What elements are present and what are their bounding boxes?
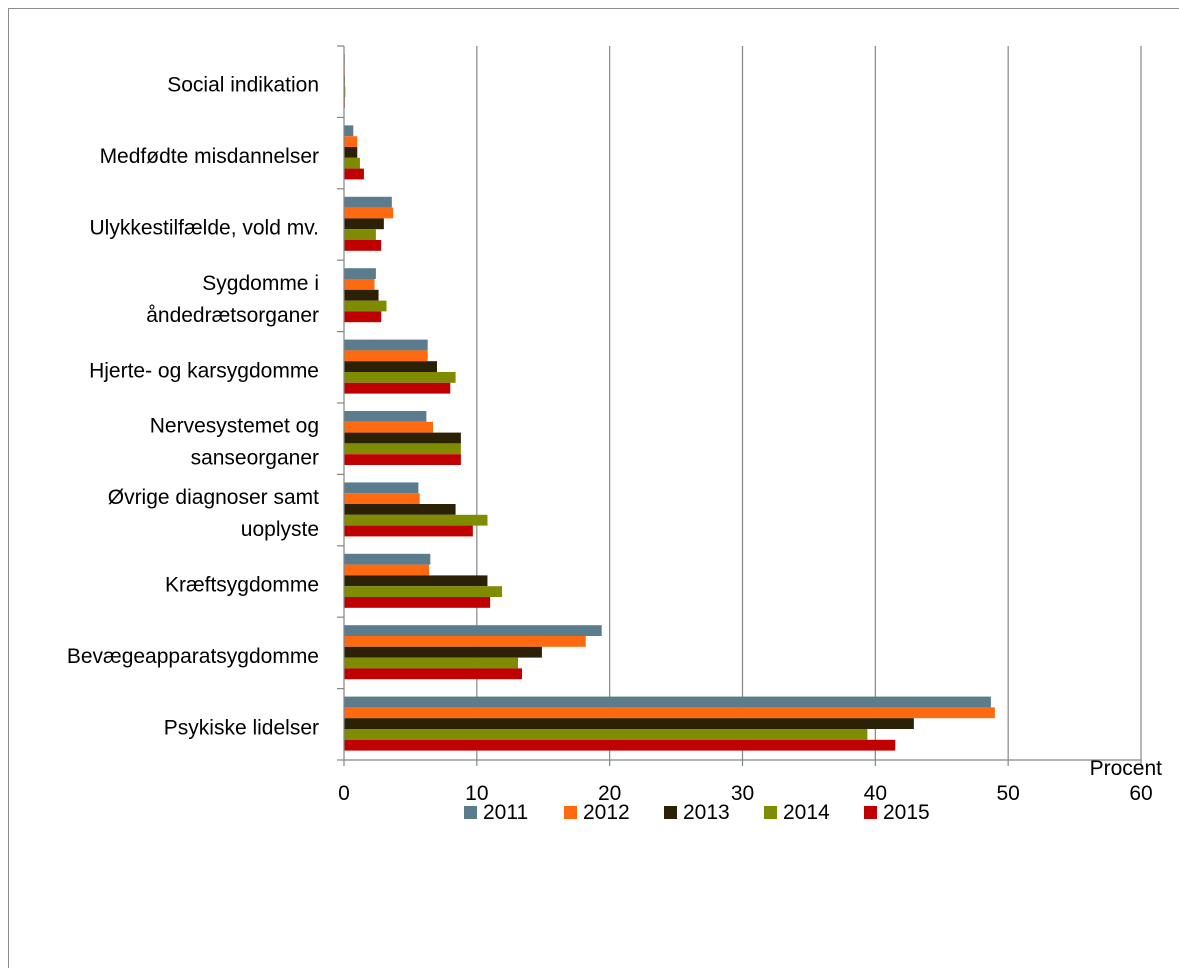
bar-2012 xyxy=(344,421,433,433)
bar-2011 xyxy=(344,482,419,494)
bar-2011 xyxy=(344,411,427,422)
bar-2014 xyxy=(344,443,461,455)
bar-2015 xyxy=(344,597,491,608)
bar-2015 xyxy=(344,525,473,537)
bar-2014 xyxy=(344,372,456,383)
bar-2014 xyxy=(344,157,360,169)
category-label-line: Ulykkestilfælde, vold mv. xyxy=(89,217,319,240)
bar-2011 xyxy=(344,625,602,636)
bar-2013 xyxy=(344,575,488,587)
category-label: Sygdomme i åndedrætsorganer xyxy=(146,272,319,327)
bar-2015 xyxy=(344,240,382,251)
category-label: Nervesystemet og sanseorganer xyxy=(150,415,319,470)
legend-label: 2011 xyxy=(483,801,528,824)
bar-2011 xyxy=(344,268,376,279)
x-tick-label: 20 xyxy=(598,782,621,805)
category-label: Bevægeapparatsygdomme xyxy=(67,645,319,668)
category-label: Psykiske lidelser xyxy=(164,716,319,739)
legend-label: 2014 xyxy=(783,801,830,824)
bar-2012 xyxy=(344,136,358,147)
bar-2014 xyxy=(344,300,387,312)
x-tick-label: 50 xyxy=(996,782,1019,805)
bar-2011 xyxy=(344,196,392,208)
gridlines xyxy=(476,46,1142,760)
category-label-line: uoplyste xyxy=(241,518,319,541)
category-label: Kræftsygdomme xyxy=(165,574,319,597)
legend: 2011 2012 2013 2014 2015 xyxy=(464,801,930,824)
x-tick-label: 30 xyxy=(731,782,754,805)
bar-2014 xyxy=(344,514,488,526)
bar-2015 xyxy=(344,454,461,465)
bar-2015 xyxy=(344,382,451,394)
category-label: Hjerte- og karsygdomme xyxy=(89,359,319,382)
category-label-line: Hjerte- og karsygdomme xyxy=(89,359,319,382)
legend-label: 2015 xyxy=(883,801,930,824)
bar-2013 xyxy=(344,504,456,515)
bar-2011 xyxy=(344,696,991,708)
bar-2014 xyxy=(344,657,519,669)
category-label-line: Bevægeapparatsygdomme xyxy=(67,645,319,668)
category-labels: Social indikation Medfødte misdannelser Ul… xyxy=(67,74,319,740)
category-label: Social indikation xyxy=(167,74,319,97)
category-label: Øvrige diagnoser samt uoplyste xyxy=(108,486,319,541)
bar-2013 xyxy=(344,289,379,301)
bar-2011 xyxy=(344,339,428,351)
legend-swatch xyxy=(564,806,577,819)
legend-swatch xyxy=(464,806,477,819)
tick-labels: 0 10 20 30 40 50 60 xyxy=(338,782,1153,805)
legend-label: 2013 xyxy=(683,801,730,824)
category-label-line: Psykiske lidelser xyxy=(164,716,319,739)
bar-2015 xyxy=(344,168,364,180)
bar-2014 xyxy=(344,229,376,240)
bar-2012 xyxy=(344,636,586,647)
bar-2013 xyxy=(344,218,384,230)
category-label: Medfødte misdannelser xyxy=(100,145,319,168)
legend-swatch xyxy=(864,806,877,819)
bar-2011 xyxy=(344,125,354,137)
category-label-line: åndedrætsorganer xyxy=(146,304,319,327)
bar-2012 xyxy=(344,207,394,219)
category-label-line: Medfødte misdannelser xyxy=(100,145,319,168)
bar-2014 xyxy=(344,86,346,98)
x-tick-label: 0 xyxy=(338,782,350,805)
legend-swatch xyxy=(764,806,777,819)
bar-2015 xyxy=(344,739,896,751)
category-label: Ulykkestilfælde, vold mv. xyxy=(89,217,319,240)
bar-2012 xyxy=(344,350,428,362)
bar-2013 xyxy=(344,432,461,444)
bar-2012 xyxy=(344,493,420,504)
x-tick-label: 60 xyxy=(1129,782,1152,805)
legend-swatch xyxy=(664,806,677,819)
x-axis-title: Procent xyxy=(1090,757,1163,780)
bars xyxy=(344,54,995,751)
bar-2012 xyxy=(344,564,430,576)
bar-2013 xyxy=(344,361,437,372)
category-label-line: sanseorganer xyxy=(191,447,319,470)
bar-2013 xyxy=(344,718,914,729)
axes xyxy=(337,45,1142,766)
bar-2013 xyxy=(344,147,358,158)
category-label-line: Sygdomme i xyxy=(202,272,319,295)
bar-2013 xyxy=(344,646,542,658)
category-label-line: Kræftsygdomme xyxy=(165,574,319,597)
bar-2012 xyxy=(344,707,995,719)
bar-2015 xyxy=(344,668,522,680)
bar-2015 xyxy=(344,311,382,323)
chart-frame xyxy=(8,8,1179,968)
bar-2012 xyxy=(344,279,375,290)
bar-2014 xyxy=(344,729,868,740)
category-label-line: Øvrige diagnoser samt xyxy=(108,486,319,509)
category-label-line: Nervesystemet og xyxy=(150,415,319,438)
category-label-line: Social indikation xyxy=(167,74,319,97)
legend-label: 2012 xyxy=(583,801,630,824)
bar-2014 xyxy=(344,586,503,597)
x-tick-label: 10 xyxy=(465,782,488,805)
bar-2011 xyxy=(344,553,431,565)
x-tick-label: 40 xyxy=(864,782,887,805)
